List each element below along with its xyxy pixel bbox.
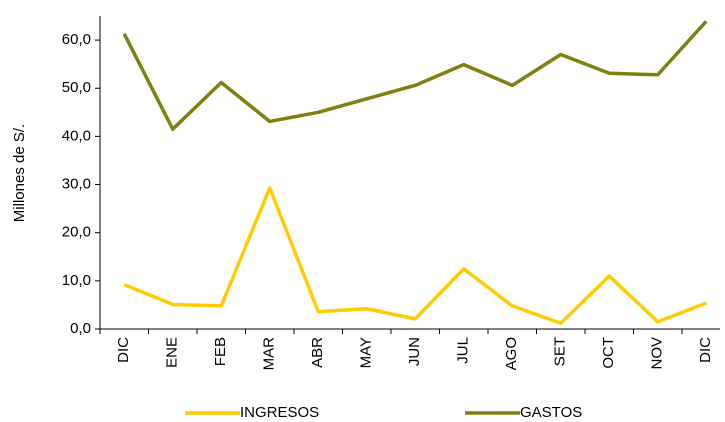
y-axis-label: Millones de S/. xyxy=(11,124,28,222)
line xyxy=(122,20,708,131)
y-tick-label: 40,0 xyxy=(62,127,91,144)
x-tick-label: JUN xyxy=(406,337,423,366)
legend-label: INGRESOS xyxy=(240,404,319,421)
y-tick-label: 20,0 xyxy=(62,224,91,241)
y-tick-label: 50,0 xyxy=(62,79,91,96)
x-tick-label: NOV xyxy=(649,337,666,370)
x-tick-label: OCT xyxy=(600,337,617,369)
y-tick-label: 0,0 xyxy=(70,320,91,337)
y-tick-label: 10,0 xyxy=(62,272,91,289)
x-tick-label: SET xyxy=(552,337,569,366)
x-tick-label: JUL xyxy=(455,337,472,364)
x-tick-label: DIC xyxy=(697,337,714,363)
y-tick-label: 60,0 xyxy=(62,31,91,48)
x-tick-label: ABR xyxy=(309,337,326,368)
x-tick-label: FEB xyxy=(212,337,229,366)
x-tick-label: ENE xyxy=(164,337,181,368)
x-tick-label: MAY xyxy=(358,337,375,368)
y-tick-label: 30,0 xyxy=(62,176,91,193)
line xyxy=(123,186,707,325)
x-tick-label: MAR xyxy=(261,337,278,371)
x-tick-label: AGO xyxy=(503,337,520,370)
legend-label: GASTOS xyxy=(520,404,582,421)
x-tick-label: DIC xyxy=(115,337,132,363)
